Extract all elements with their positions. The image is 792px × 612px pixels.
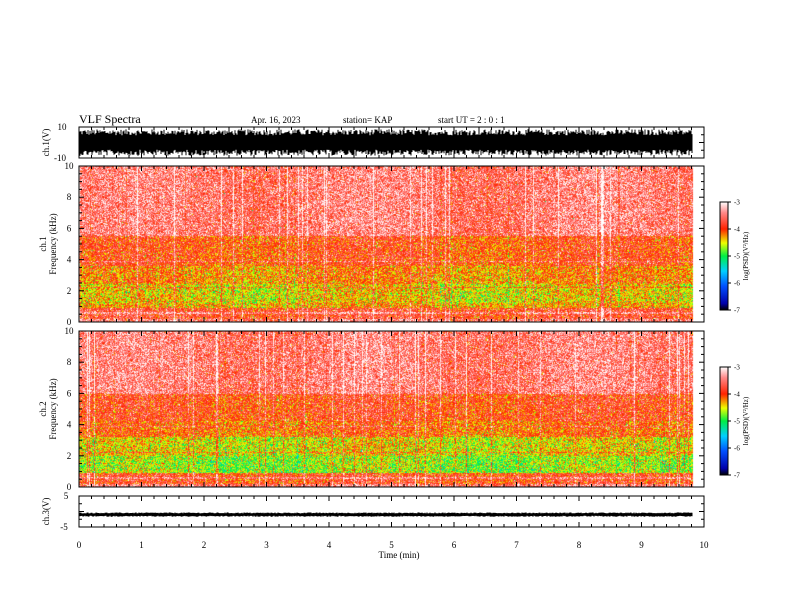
x-tick-label: 8 [577, 540, 582, 550]
x-tick-label: 1 [139, 540, 144, 550]
colorbar-tick-label: -6 [734, 280, 740, 288]
y-tick-label: 6 [67, 388, 72, 398]
x-tick-label: 3 [264, 540, 269, 550]
ch2-spectrogram-yticks: 0 2 4 6 8 10 [65, 326, 704, 492]
y-tick-label: 2 [67, 451, 72, 461]
colorbar-tick-label: -3 [734, 364, 740, 372]
ch1-colorbar-label: log(PSD)(V²/Hz) [742, 231, 750, 280]
ch1-ytick-bottom: -10 [54, 153, 66, 163]
start-ut-label: start UT = 2 : 0 : 1 [438, 115, 505, 125]
ch3-waveform-panel: 5 -5 ch.3(V) [41, 491, 705, 532]
ch1-ytick-top: 10 [58, 122, 68, 132]
y-tick-label: 2 [67, 286, 72, 296]
ch1-spectrogram-yticks: 0 2 4 6 8 10 [65, 161, 704, 327]
x-tick-label: 7 [514, 540, 519, 550]
x-tick-label: 5 [389, 540, 394, 550]
ch2-colorbar: -3 -4 -5 -6 -7 log(PSD)(V²/Hz) [719, 364, 750, 480]
y-tick-label: 6 [67, 223, 72, 233]
date-label: Apr. 16, 2023 [251, 115, 301, 125]
figure-title: VLF Spectra [79, 112, 141, 126]
ch1-waveform-panel: 10 -10 ch.1(V) [41, 122, 705, 163]
x-tick-label: 6 [452, 540, 457, 550]
ch3-ylabel: ch.3(V) [41, 498, 51, 526]
y-tick-label: 8 [67, 192, 72, 202]
ch1-colorbar-ticks: -3 -4 -5 -6 -7 [728, 199, 740, 315]
y-tick-label: 0 [67, 317, 72, 327]
time-axis: 0 1 2 3 4 5 6 7 8 9 10 [77, 127, 709, 550]
ch3-ytick-bottom: -5 [60, 522, 68, 532]
y-tick-label: 10 [65, 161, 75, 171]
ch2-spectrogram-panel: 0 2 4 6 8 10 ch.2 Frequency (kHz) [38, 326, 705, 492]
x-tick-label: 2 [202, 540, 207, 550]
time-axis-label: Time (min) [379, 550, 420, 560]
y-tick-label: 10 [65, 326, 75, 336]
station-label: station= KAP [343, 115, 392, 125]
x-tick-label: 0 [77, 540, 82, 550]
x-tick-label: 9 [639, 540, 644, 550]
y-tick-label: 0 [67, 482, 72, 492]
ch2-colorbar-label: log(PSD)(V²/Hz) [742, 396, 750, 445]
ch1-spectrogram-ylabel: Frequency (kHz) [48, 213, 58, 274]
colorbar-tick-label: -6 [734, 445, 740, 453]
colorbar-tick-label: -5 [734, 253, 740, 261]
ch2-spectrogram-ylabel-channel: ch.2 [38, 401, 48, 416]
y-tick-label: 4 [67, 255, 72, 265]
colorbar-tick-label: -4 [734, 226, 740, 234]
colorbar-tick-label: -7 [734, 307, 740, 315]
ch1-ylabel: ch.1(V) [41, 129, 51, 157]
ch1-spectrogram-ylabel-channel: ch.1 [38, 236, 48, 251]
ch1-spectrogram-image [79, 166, 704, 322]
ch2-spectrogram-image [79, 331, 704, 487]
x-tick-label: 10 [700, 540, 710, 550]
colorbar-tick-label: -7 [734, 472, 740, 480]
colorbar-tick-label: -4 [734, 391, 740, 399]
ch1-colorbar: -3 -4 -5 -6 -7 log(PSD)(V²/Hz) [719, 199, 750, 315]
y-tick-label: 4 [67, 420, 72, 430]
ch1-colorbar-gradient [720, 202, 728, 310]
ch3-waveform-bg [79, 496, 704, 527]
colorbar-tick-label: -5 [734, 418, 740, 426]
ch1-spectrogram-panel: 0 2 4 6 8 10 ch.1 Frequency (kHz) [38, 161, 705, 327]
ch2-colorbar-gradient [720, 367, 728, 475]
ch3-ytick-top: 5 [64, 491, 69, 501]
ch2-colorbar-ticks: -3 -4 -5 -6 -7 [728, 364, 740, 480]
colorbar-tick-label: -3 [734, 199, 740, 207]
y-tick-label: 8 [67, 357, 72, 367]
ch2-spectrogram-ylabel: Frequency (kHz) [48, 378, 58, 439]
x-tick-label: 4 [327, 540, 332, 550]
